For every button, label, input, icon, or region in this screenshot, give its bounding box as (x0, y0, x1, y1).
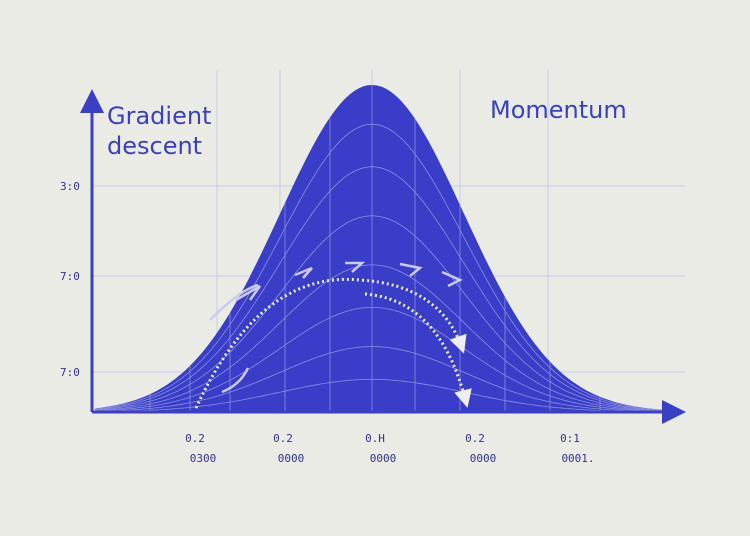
mesh-line (95, 215, 680, 412)
arrow (345, 261, 366, 273)
arrow (235, 284, 262, 302)
arc (194, 277, 467, 409)
mesh-line (95, 264, 680, 412)
x-label: 0.H (365, 432, 385, 445)
bell-curve (95, 85, 680, 412)
y-label: 7:0 (60, 270, 80, 283)
x-label: 0000 (470, 452, 497, 465)
mesh-line (95, 307, 680, 412)
y-label: 7:0 (60, 366, 80, 379)
trajectories (194, 277, 472, 409)
label-left: descent (107, 132, 202, 160)
label-right: Momentum (490, 96, 627, 124)
x-label: 0.2 (185, 432, 205, 445)
y-label: 3:0 (60, 180, 80, 193)
x-label: 0.2 (465, 432, 485, 445)
arrow (221, 367, 250, 394)
arrow (209, 283, 259, 321)
mesh-line (95, 378, 680, 412)
mesh-line (95, 166, 680, 412)
momentum-arrows (209, 261, 463, 394)
x-label: 0300 (190, 452, 217, 465)
mesh-line (95, 346, 680, 412)
label-left: Gradient (107, 102, 211, 130)
mesh-line (95, 123, 680, 412)
arc (364, 292, 472, 408)
arrow (294, 266, 313, 279)
x-label: 0:1 (560, 432, 580, 445)
arrow (441, 270, 463, 288)
x-label: 0000 (278, 452, 305, 465)
x-label: 0.2 (273, 432, 293, 445)
arrow (399, 262, 423, 277)
x-label: 0001. (561, 452, 594, 465)
x-label: 0000 (370, 452, 397, 465)
